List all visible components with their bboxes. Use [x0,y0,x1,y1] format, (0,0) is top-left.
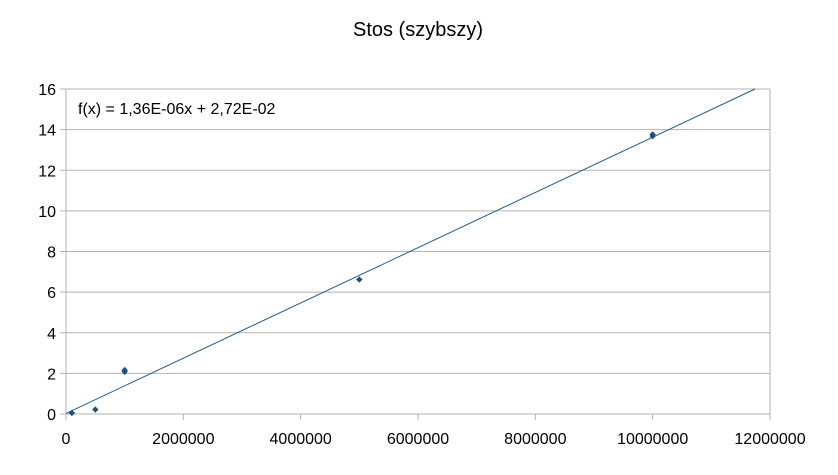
y-tick-label: 12 [38,163,56,180]
data-point [121,366,128,374]
x-tick-label: 6000000 [387,431,449,448]
x-tick-label: 4000000 [270,431,332,448]
x-tick-label: 0 [62,431,71,448]
y-tick-label: 6 [47,285,56,302]
trendline-equation: f(x) = 1,36E-06x + 2,72E-02 [78,101,276,118]
y-tick-labels: 0 2 4 6 8 10 12 14 16 [38,82,56,424]
y-tick-label: 0 [47,407,56,424]
trendline [65,88,756,414]
y-tick-label: 14 [38,123,56,140]
y-tick-label: 8 [47,245,56,262]
data-point [92,406,99,413]
x-tick-label: 8000000 [504,431,566,448]
data-point [68,409,76,417]
data-point [356,276,363,283]
trendline-group [65,88,756,414]
y-tick-label: 16 [38,82,56,99]
y-tick-label: 2 [47,366,56,383]
axes [60,88,771,420]
x-tick-label: 12000000 [734,431,805,448]
gridlines [66,88,770,374]
data-points [68,131,656,417]
x-tick-label: 2000000 [152,431,214,448]
x-tick-label: 10000000 [617,431,688,448]
y-tick-label: 10 [38,204,56,221]
x-tick-labels: 0 2000000 4000000 6000000 8000000 10000000 120… [62,431,806,448]
chart-title: Stos (szybszy) [353,19,483,41]
data-point [649,131,656,138]
y-tick-label: 4 [47,326,56,343]
